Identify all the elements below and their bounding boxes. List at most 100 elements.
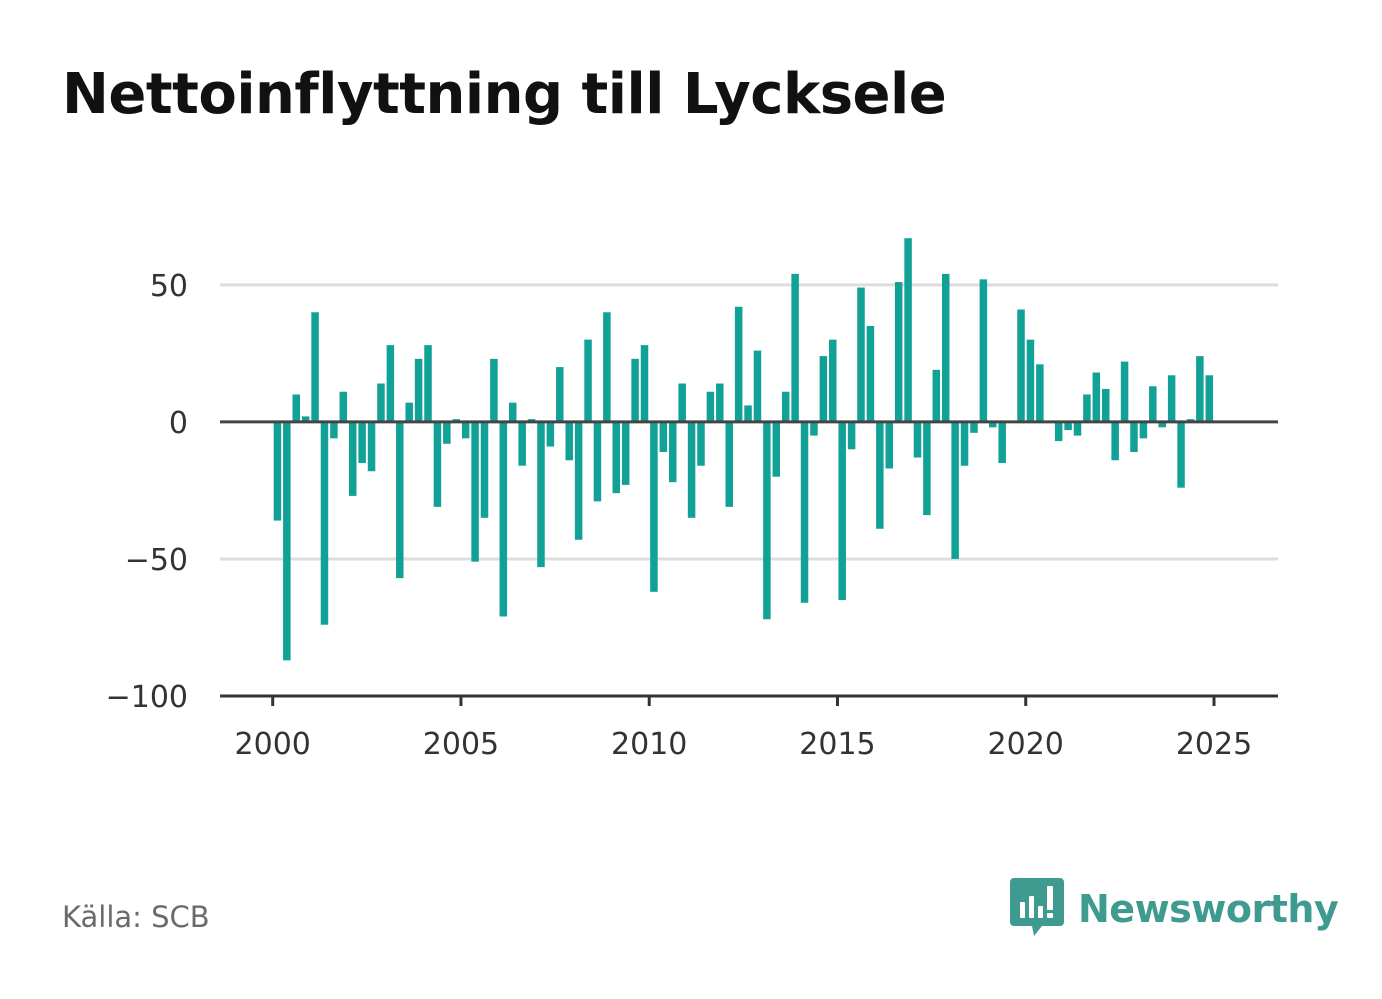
bar — [1092, 372, 1101, 422]
y-tick-label: 0 — [169, 406, 188, 441]
bar — [932, 369, 941, 422]
bar — [876, 421, 884, 529]
bar — [819, 356, 828, 422]
bar — [424, 345, 432, 422]
bar — [565, 421, 573, 461]
bar — [301, 416, 310, 422]
bar — [1149, 386, 1157, 422]
bar — [744, 405, 752, 422]
bar — [810, 421, 818, 436]
bar — [480, 421, 489, 518]
bar — [1177, 421, 1185, 488]
bar — [377, 383, 385, 422]
bar — [621, 421, 630, 485]
x-tick-label: 2010 — [611, 727, 687, 762]
bar — [640, 345, 649, 422]
bar — [405, 402, 413, 422]
bar — [358, 421, 366, 463]
bar — [885, 421, 893, 469]
bar — [414, 358, 423, 422]
bar — [1102, 388, 1110, 422]
bar — [461, 421, 470, 439]
y-tick-label: −100 — [106, 680, 188, 715]
bar — [829, 339, 837, 422]
bar — [1196, 356, 1204, 422]
bar — [923, 421, 931, 516]
bar — [960, 421, 969, 466]
bar — [659, 421, 668, 453]
bar — [471, 421, 479, 562]
y-tick-label: 50 — [150, 269, 188, 304]
bar — [537, 421, 545, 568]
bar — [1167, 375, 1176, 422]
brand-logo: Newsworthy — [1010, 878, 1339, 940]
bar — [311, 312, 319, 422]
bar — [989, 421, 997, 428]
bar — [574, 421, 583, 540]
bar — [612, 421, 621, 494]
bar — [1130, 421, 1138, 453]
bar — [894, 282, 903, 422]
bar — [951, 421, 959, 559]
bar — [725, 421, 733, 507]
bar — [443, 421, 451, 444]
bar — [1205, 375, 1214, 422]
bar — [706, 391, 715, 422]
bar — [348, 421, 357, 496]
bar — [584, 339, 592, 422]
bar — [603, 312, 611, 422]
bar — [1054, 421, 1063, 442]
bar — [1083, 394, 1091, 422]
bar — [1064, 421, 1072, 431]
bar — [800, 421, 809, 603]
bar — [866, 325, 875, 422]
bar — [1017, 309, 1025, 422]
bar — [781, 391, 790, 422]
bar — [838, 421, 846, 601]
bar — [669, 421, 677, 483]
bars — [273, 238, 1214, 661]
bar — [687, 421, 696, 518]
bar — [518, 421, 526, 466]
bar — [1073, 421, 1082, 436]
bar — [763, 421, 771, 620]
bar — [320, 421, 329, 625]
bar — [998, 421, 1006, 463]
bar — [970, 421, 978, 433]
bar — [697, 421, 705, 466]
bar — [339, 391, 348, 422]
bar — [367, 421, 376, 472]
bar — [283, 421, 291, 661]
bar — [1026, 339, 1035, 422]
x-tick-label: 2020 — [988, 727, 1064, 762]
bar — [433, 421, 442, 507]
x-tick-label: 2005 — [423, 727, 499, 762]
bar — [678, 383, 686, 422]
bar — [330, 421, 338, 439]
bar — [941, 273, 950, 422]
x-tick-label: 2015 — [799, 727, 875, 762]
bar — [508, 402, 517, 422]
bar — [1111, 421, 1119, 461]
bar — [716, 383, 724, 422]
bar — [556, 367, 564, 422]
bar — [1139, 421, 1148, 439]
bar — [593, 421, 602, 502]
bar — [631, 358, 639, 422]
axes: 50 0 −50 −100 2000 2005 2010 2015 2020 2025 — [106, 269, 1278, 762]
bar — [847, 421, 856, 450]
newsworthy-logo-icon — [1010, 878, 1064, 936]
bar — [650, 421, 658, 592]
bar — [734, 306, 743, 422]
chart-title: Nettoinflyttning till Lycksele — [62, 62, 947, 127]
brand-name: Newsworthy — [1078, 887, 1339, 931]
bar — [1036, 364, 1044, 422]
bar — [979, 279, 988, 422]
bar — [386, 345, 395, 422]
bar — [1158, 421, 1166, 428]
bar — [1120, 361, 1129, 422]
bar — [499, 421, 508, 617]
bar — [913, 421, 922, 458]
bar — [490, 358, 498, 422]
